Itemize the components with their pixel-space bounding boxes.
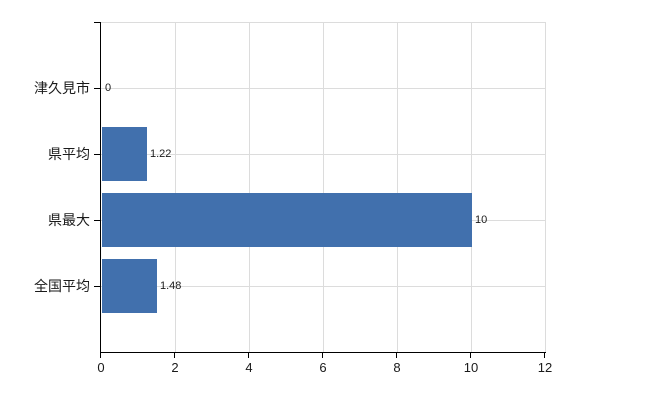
x-tick — [174, 353, 175, 358]
x-tick — [544, 353, 545, 358]
x-tick-label: 10 — [463, 360, 479, 375]
category-label: 全国平均 — [34, 278, 90, 294]
y-axis — [100, 22, 101, 357]
value-label: 10 — [475, 214, 488, 226]
bar — [102, 193, 472, 247]
x-tick-label: 12 — [537, 360, 553, 375]
gridline-horizontal — [101, 154, 545, 155]
y-tick — [94, 154, 100, 155]
bar — [102, 127, 147, 181]
gridline-vertical — [249, 22, 250, 352]
gridline-horizontal — [101, 88, 545, 89]
x-tick — [470, 353, 471, 358]
value-label: 1.22 — [150, 148, 172, 160]
x-tick — [100, 353, 101, 358]
y-tick — [94, 220, 100, 221]
x-tick — [322, 353, 323, 358]
x-axis — [100, 352, 546, 353]
x-tick — [248, 353, 249, 358]
y-tick — [94, 286, 100, 287]
bar — [102, 259, 157, 313]
category-label: 県平均 — [48, 146, 90, 162]
gridline-vertical — [175, 22, 176, 352]
gridline-vertical — [323, 22, 324, 352]
value-label: 1.48 — [160, 280, 182, 292]
value-label: 0 — [105, 82, 112, 94]
x-tick-label: 6 — [319, 360, 327, 375]
y-tick — [94, 88, 100, 89]
gridline-vertical — [471, 22, 472, 352]
gridline-horizontal — [101, 286, 545, 287]
x-tick-label: 2 — [171, 360, 179, 375]
gridline-vertical — [545, 22, 546, 352]
category-label: 県最大 — [48, 212, 90, 228]
x-tick-label: 4 — [245, 360, 253, 375]
x-tick-label: 0 — [97, 360, 105, 375]
category-label: 津久見市 — [34, 80, 90, 96]
y-axis-end-tick — [94, 22, 100, 23]
x-tick — [396, 353, 397, 358]
x-tick-label: 8 — [393, 360, 401, 375]
gridline-vertical — [397, 22, 398, 352]
